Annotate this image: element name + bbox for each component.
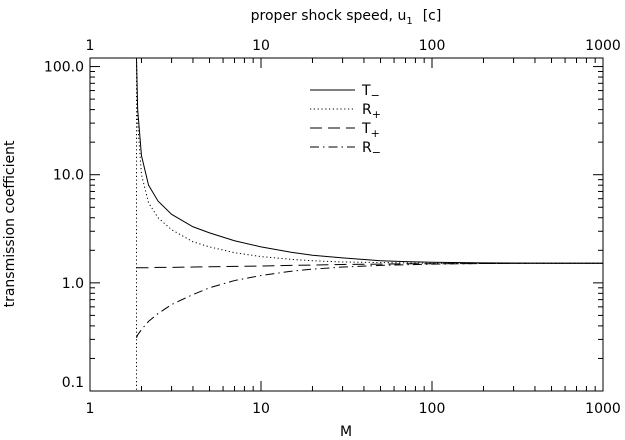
y-tick-label: 10.0 (53, 168, 84, 184)
top-axis-label-unit: [c] (423, 8, 442, 24)
y-tick-label: 1.0 (62, 276, 84, 292)
legend-label: T+ (361, 121, 380, 140)
series-lines (135, 57, 603, 391)
x-tick-label: 1000 (585, 401, 621, 417)
y-tick-label: 100.0 (44, 60, 84, 76)
axis-ticks: 1 10 100 1000 1 10 100 1000 0.1 1.0 10.0 100.0 (44, 38, 621, 417)
legend: T−R+T+R− (310, 83, 381, 159)
top-axis-label-text: proper shock speed, u (251, 8, 407, 24)
legend-label: R− (362, 140, 381, 159)
x-tick-label: 100 (419, 401, 446, 417)
series-line-0 (135, 57, 603, 264)
series-line-2 (136, 262, 603, 269)
y-tick-label: 0.1 (62, 375, 84, 391)
x-tick-label: 1 (86, 401, 95, 417)
legend-label: R+ (362, 102, 381, 121)
top-axis-label-sub: 1 (406, 16, 412, 27)
plot-frame (89, 57, 604, 392)
x2-tick-label: 1 (86, 38, 95, 54)
series-line-3 (136, 262, 603, 339)
x-tick-label: 10 (252, 401, 270, 417)
x2-tick-label: 1000 (585, 38, 621, 54)
y-axis-label: transmission coefficient (2, 140, 18, 307)
x-axis-label: M (340, 424, 352, 440)
legend-label: T− (361, 83, 380, 102)
top-axis-label: proper shock speed, u1 [c] (251, 8, 442, 27)
x2-tick-label: 10 (252, 38, 270, 54)
x2-tick-label: 100 (419, 38, 446, 54)
